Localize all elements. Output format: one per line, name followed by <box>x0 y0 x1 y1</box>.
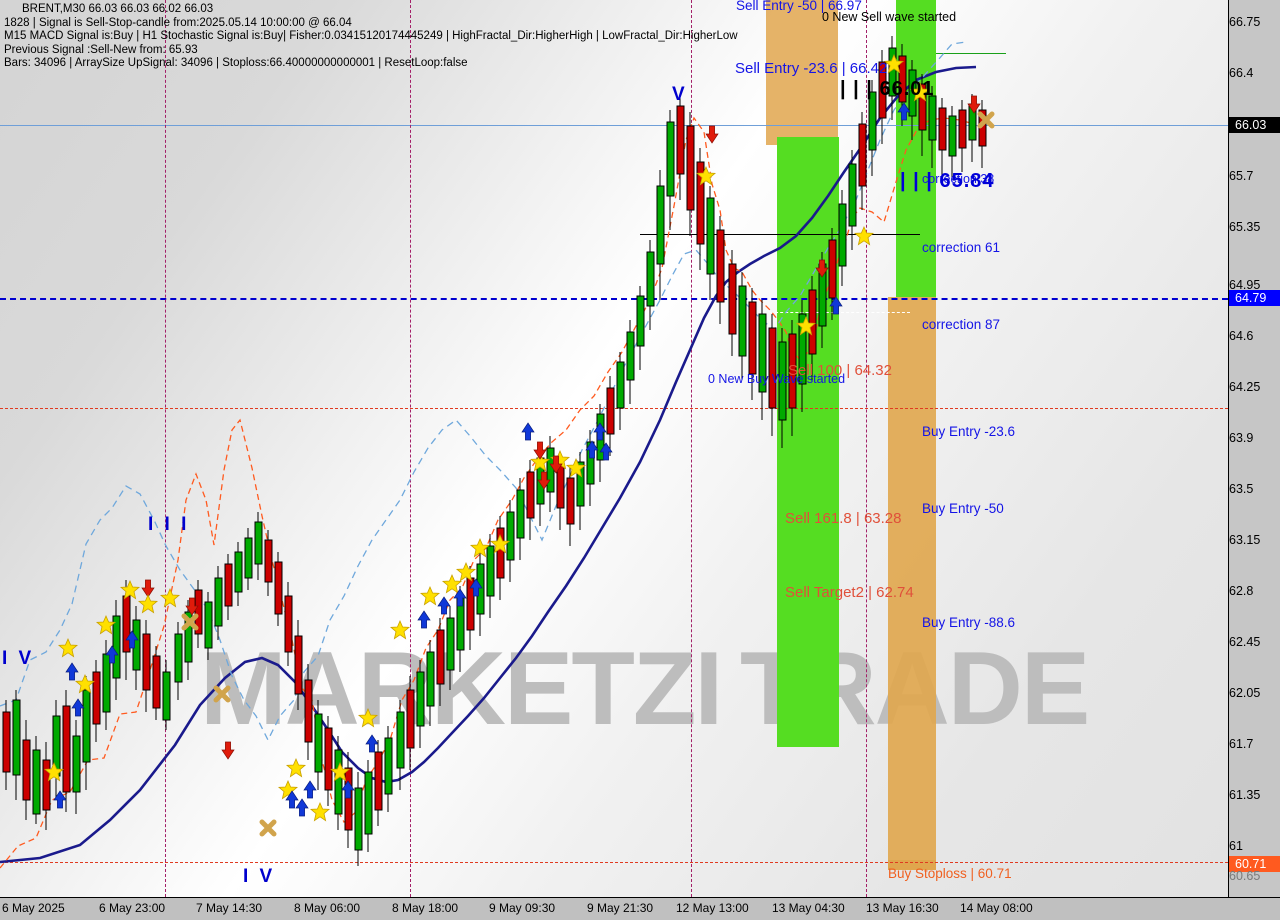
level-line-correction61 <box>640 234 920 235</box>
time-tick: 8 May 18:00 <box>392 901 459 915</box>
level-line-6479 <box>0 298 1228 300</box>
price-tick: 64.6 <box>1229 329 1254 343</box>
annotation-new-sell-wave: 0 New Sell wave started <box>822 10 957 24</box>
header-indicator-line: M15 MACD Signal is:Buy | H1 Stochastic S… <box>4 30 738 42</box>
time-tick: 9 May 21:30 <box>587 901 654 915</box>
annotation-correction-38: correction 38 <box>922 172 995 186</box>
time-tick: 13 May 04:30 <box>772 901 845 915</box>
zone-green-right <box>896 0 936 297</box>
price-tick: 62.8 <box>1229 584 1254 598</box>
stop-price-label: 60.71 <box>1229 856 1280 872</box>
price-tick: 63.9 <box>1229 431 1254 445</box>
price-tick: 63.15 <box>1229 533 1261 547</box>
annotation-new-buy-wave: 0 New Buy Wave started <box>708 372 846 386</box>
zone-orange-upper <box>766 0 838 145</box>
level-price-label: 64.79 <box>1229 290 1280 306</box>
date-separator <box>410 0 411 897</box>
price-tick: 62.45 <box>1229 635 1261 649</box>
price-tick: 64.95 <box>1229 278 1261 292</box>
header-bars-line: Bars: 34096 | ArraySize UpSignal: 34096 … <box>4 57 468 69</box>
annotation-sell-entry-236: Sell Entry -23.6 | 66.42 <box>735 60 888 77</box>
annotation-buy-entry-50: Buy Entry -50 <box>922 501 1004 516</box>
level-line-6603 <box>0 125 1228 126</box>
price-tick: 66.75 <box>1229 15 1261 29</box>
annotation-sell-entry-50: Sell Entry -50 | 66.97 <box>736 0 862 13</box>
annotation-sell-target2: Sell Target2 | 62.74 <box>785 584 914 601</box>
level-line-white <box>770 312 910 313</box>
date-separator <box>165 0 166 897</box>
price-series-layer <box>0 36 1228 869</box>
date-separator <box>866 0 867 897</box>
annotation-correction-87: correction 87 <box>922 317 1001 332</box>
price-tick: 62.05 <box>1229 686 1261 700</box>
wave-label-iv-mid: I V <box>243 866 276 887</box>
time-tick: 14 May 08:00 <box>960 901 1033 915</box>
price-tick: 61.35 <box>1229 788 1261 802</box>
header-symbol-line: BRENT,M30 66.03 66.03 66.02 66.03 <box>22 3 214 15</box>
annotation-sell-100: Sell 100 | 64.32 <box>788 362 892 379</box>
time-tick: 7 May 14:30 <box>196 901 263 915</box>
bid-price-label: 66.03 <box>1229 117 1280 133</box>
price-tick: 65.7 <box>1229 169 1254 183</box>
zone-orange-band-bottom <box>888 860 936 870</box>
annotation-sell-1618: Sell 161.8 | 63.28 <box>785 510 902 527</box>
wave-label-v: V <box>672 84 685 105</box>
price-tick: 65.35 <box>1229 220 1261 234</box>
annotation-price-6584: | | | 65.84 <box>900 170 995 192</box>
annotation-buy-entry-886: Buy Entry -88.6 <box>922 615 1016 630</box>
zone-green-left <box>777 137 839 747</box>
chart-plot-area[interactable]: MARKETZI TRADE <box>0 0 1228 897</box>
zone-orange-right <box>888 297 936 867</box>
time-tick: 12 May 13:00 <box>676 901 749 915</box>
wave-label-iii: I I I <box>148 514 190 535</box>
annotation-buy-entry-236: Buy Entry -23.6 <box>922 424 1016 439</box>
time-tick: 6 May 23:00 <box>99 901 166 915</box>
annotation-price-6601: | | | 66.01 <box>840 78 935 100</box>
time-tick: 9 May 09:30 <box>489 901 556 915</box>
header-signal-line: 1828 | Signal is Sell-Stop-candle from:2… <box>4 16 352 29</box>
level-line-green-top <box>936 53 1006 54</box>
wave-label-iv-left: I V <box>2 648 35 669</box>
annotation-buy-stoploss: Buy Stoploss | 60.71 <box>888 866 1012 881</box>
time-tick: 8 May 06:00 <box>294 901 361 915</box>
level-line-6071 <box>0 862 1228 863</box>
date-separator <box>691 0 692 897</box>
price-tick: 61 <box>1229 839 1243 853</box>
header-previous-line: Previous Signal :Sell-New from: 65.93 <box>4 43 198 56</box>
time-axis[interactable]: 6 May 2025 6 May 23:00 7 May 14:30 8 May… <box>0 897 1280 920</box>
chart-info-header: BRENT,M30 66.03 66.03 66.02 66.03 1828 |… <box>4 3 738 71</box>
price-tick: 63.5 <box>1229 482 1254 496</box>
annotation-correction-61: correction 61 <box>922 240 1001 255</box>
price-tick: 64.25 <box>1229 380 1261 394</box>
price-tick: 61.7 <box>1229 737 1254 751</box>
price-axis[interactable]: 66.75 66.4 65.7 65.35 64.95 64.6 64.25 6… <box>1228 0 1280 897</box>
time-tick: 6 May 2025 <box>2 901 65 915</box>
time-tick: 13 May 16:30 <box>866 901 939 915</box>
price-tick-faint: 60.65 <box>1229 869 1261 883</box>
price-tick: 66.4 <box>1229 66 1254 80</box>
